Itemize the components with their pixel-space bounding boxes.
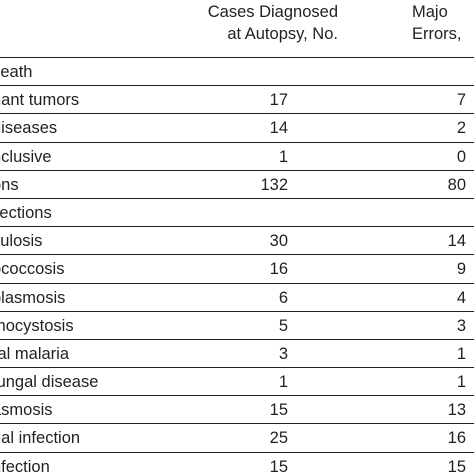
row-errors: 0	[456, 147, 466, 166]
row-label: plasmosis	[0, 288, 66, 307]
row-errors: 15	[447, 457, 466, 474]
row-label: asmosis	[0, 401, 53, 420]
row-errors: 3	[456, 316, 466, 335]
table-row: culosis 30 14	[0, 227, 474, 256]
table-body: f deathnant tumors177diseases142nclusive…	[0, 58, 474, 474]
row-errors: 13	[447, 401, 466, 420]
row-cases: 6	[278, 288, 288, 307]
table-row: nfection 15 15	[0, 453, 474, 474]
row-errors: 1	[456, 344, 466, 363]
row-errors: 4	[456, 288, 466, 307]
row-label: rial infection	[0, 429, 81, 448]
table-row: mocystosis 5 3	[0, 312, 474, 340]
table-section-row: f death	[0, 58, 474, 87]
row-label: mocystosis	[0, 316, 74, 335]
table-section-row: infections	[0, 199, 474, 228]
table-row: diseases 14 2	[0, 114, 474, 143]
row-errors: 16	[447, 429, 466, 448]
header-cases-line2: at Autopsy, No.	[227, 25, 338, 43]
row-cases: 1	[278, 373, 288, 392]
row-label: fungal disease	[0, 373, 99, 392]
header-errors-line2: Errors,	[412, 25, 462, 43]
table-row: asmosis 15 13	[0, 396, 474, 425]
row-label: culosis	[0, 232, 43, 251]
row-cases: 132	[260, 175, 288, 194]
header-rule	[0, 57, 474, 58]
table-row: fungal disease 1 1	[0, 368, 474, 397]
row-cases: 30	[269, 232, 288, 251]
table-row: rial infection 25 16	[0, 424, 474, 453]
header-major-errors: Majo Errors,	[412, 1, 462, 45]
table-row: ococcosis 16 9	[0, 255, 474, 284]
row-cases: 15	[269, 457, 288, 474]
table-row: ons 132 80	[0, 171, 474, 199]
row-errors: 80	[447, 175, 466, 194]
header-cases-line1: Cases Diagnosed	[207, 3, 338, 21]
row-label: ral malaria	[0, 344, 70, 363]
row-label: ococcosis	[0, 260, 65, 279]
row-label: infections	[0, 203, 52, 222]
row-errors: 1	[456, 373, 466, 392]
row-label: f death	[0, 63, 33, 81]
row-errors: 9	[456, 260, 466, 279]
row-cases: 3	[278, 344, 288, 363]
table-row: nclusive 1 0	[0, 143, 474, 171]
row-label: ons	[0, 175, 19, 194]
row-label: nant tumors	[0, 91, 80, 110]
row-errors: 14	[447, 232, 466, 251]
row-cases: 16	[269, 260, 288, 279]
row-label: nclusive	[0, 147, 52, 166]
row-cases: 17	[269, 91, 288, 110]
table-row: ral malaria 3 1	[0, 340, 474, 369]
row-errors: 2	[456, 119, 466, 138]
row-cases: 5	[278, 316, 288, 335]
row-cases: 1	[278, 147, 288, 166]
table-row: nant tumors 17 7	[0, 86, 474, 115]
row-errors: 7	[456, 91, 466, 110]
header-errors-line1: Majo	[412, 3, 448, 21]
table-row: plasmosis 6 4	[0, 284, 474, 312]
row-label: nfection	[0, 457, 50, 474]
table-header: s Cases Diagnosed at Autopsy, No. Majo E…	[0, 0, 474, 50]
row-cases: 25	[269, 429, 288, 448]
row-cases: 15	[269, 401, 288, 420]
row-label: diseases	[0, 119, 58, 138]
header-cases-diagnosed: Cases Diagnosed at Autopsy, No.	[208, 1, 338, 45]
row-cases: 14	[269, 119, 288, 138]
